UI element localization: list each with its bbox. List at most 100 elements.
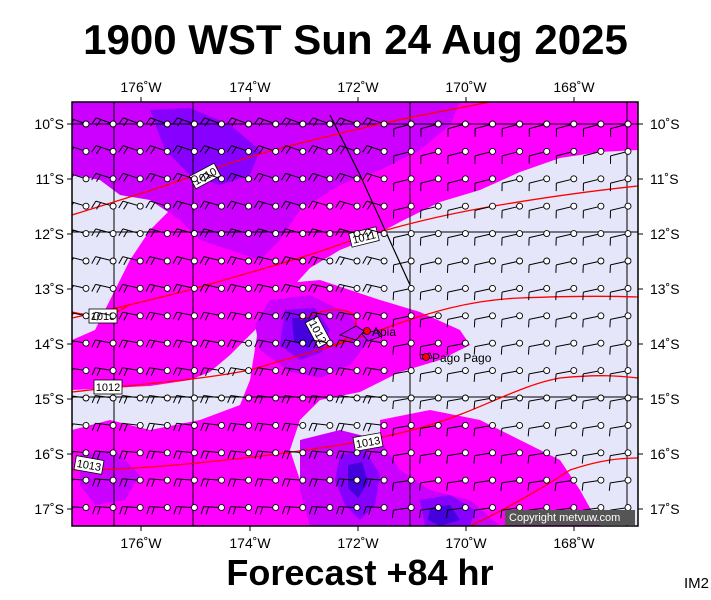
lon-tick-bottom-172w: 172˚W (337, 535, 379, 551)
lat-tick-left-15s: 15˚S (34, 391, 64, 407)
wind-barb (609, 394, 632, 410)
lat-tick-left-10s: 10˚S (34, 116, 64, 132)
wind-barb (420, 147, 442, 164)
wind-barb (254, 449, 280, 460)
lat-ticks-left: 10˚S 11˚S 12˚S 13˚S 14˚S 15˚S 16˚S 17˚S (34, 116, 64, 517)
wind-barb (119, 476, 144, 487)
wind-barb (91, 449, 117, 460)
wind-barb (581, 476, 605, 491)
wind-barb (254, 311, 280, 321)
wind-barb (528, 175, 551, 192)
wind-barb (280, 117, 307, 128)
wind-barb (91, 228, 117, 238)
wind-barb (447, 175, 469, 192)
wind-barb (145, 311, 171, 321)
lon-ticks-top: 176˚W 174˚W 172˚W 170˚W 168˚W (120, 79, 595, 95)
isobar-1013-mid (72, 375, 638, 471)
wind-barb (281, 421, 307, 432)
place-apia-label: Apia (372, 325, 396, 339)
wind-barb (199, 172, 225, 183)
wind-barb (308, 200, 334, 210)
wind-barb (420, 175, 442, 192)
wind-barb (281, 476, 307, 487)
wind-barb (172, 117, 198, 128)
wind-barb (555, 230, 578, 246)
wind-barb (226, 200, 253, 210)
wind-barb (199, 228, 225, 238)
wind-barb (199, 339, 225, 349)
wind-barb (500, 504, 524, 519)
wind-barb (199, 200, 225, 210)
lon-tick-bottom-174w: 174˚W (229, 535, 271, 551)
wind-barb (527, 421, 551, 437)
wind-barb (308, 421, 334, 432)
wind-barb (146, 449, 171, 460)
wind-barb (118, 228, 144, 238)
wind-barb (118, 339, 144, 349)
wind-barb (419, 367, 442, 382)
wind-barb (609, 257, 632, 273)
wind-barb (172, 200, 198, 210)
isobar-label-1013-mid-text: 1013 (355, 435, 381, 451)
wind-barb (446, 312, 469, 328)
wind-barb (392, 367, 415, 382)
wind-barb (226, 172, 253, 183)
wind-barb (308, 283, 334, 293)
wind-barb (308, 256, 334, 266)
wind-barb (447, 120, 469, 137)
wind-barb (362, 311, 388, 321)
wind-barb (72, 229, 90, 238)
wind-barb (92, 504, 117, 515)
wind-barb (608, 449, 632, 464)
lon-tick-bottom-168w: 168˚W (553, 535, 595, 551)
wind-barb (91, 283, 117, 293)
wind-barb (608, 476, 632, 491)
lat-tick-right-13s: 13˚S (650, 281, 680, 297)
wind-barb (446, 257, 469, 273)
wind-barb (500, 339, 524, 355)
wind-barb (145, 117, 171, 128)
lat-tick-right-12s: 12˚S (650, 226, 680, 242)
wind-barb (199, 283, 225, 293)
lat-tick-right-16s: 16˚S (650, 446, 680, 462)
wind-barb (528, 202, 551, 219)
place-apia-marker (363, 327, 371, 335)
wind-barb (582, 312, 605, 328)
wind-barb (473, 339, 496, 355)
wind-barb (473, 476, 496, 491)
wind-barb (172, 283, 198, 293)
wind-barb (91, 145, 117, 155)
wind-barb (226, 256, 253, 266)
wind-barb (609, 284, 632, 301)
wind-barb (501, 230, 524, 246)
wind-barb (200, 394, 225, 404)
wind-barb (583, 120, 605, 137)
wind-barb (254, 504, 280, 515)
lat-tick-right-10s: 10˚S (650, 116, 680, 132)
wind-barb (555, 147, 578, 164)
wind-barb (226, 145, 253, 155)
wind-barb (555, 175, 578, 192)
wind-barb (474, 120, 496, 137)
wind-barb (447, 202, 469, 219)
wind-barb (118, 200, 144, 210)
wind-barb (307, 117, 334, 128)
wind-barb (474, 175, 496, 192)
lon-tick-top-168w: 168˚W (553, 79, 595, 95)
wind-barb (91, 256, 117, 266)
wind-barb (582, 284, 605, 301)
wind-barb (145, 145, 171, 155)
wind-barb (474, 257, 496, 273)
wind-barb (91, 172, 117, 183)
wind-barb (609, 230, 632, 246)
frame-ticks (67, 97, 643, 531)
wind-barb (501, 120, 524, 137)
wind-barb (446, 339, 469, 355)
forecast-label: Forecast +84 hr (226, 552, 494, 593)
wind-barb (392, 339, 415, 355)
wind-barb (227, 394, 253, 404)
wind-barb (473, 284, 496, 301)
lon-tick-top-172w: 172˚W (337, 79, 379, 95)
wind-barb (281, 504, 307, 515)
wind-barb (227, 367, 253, 377)
